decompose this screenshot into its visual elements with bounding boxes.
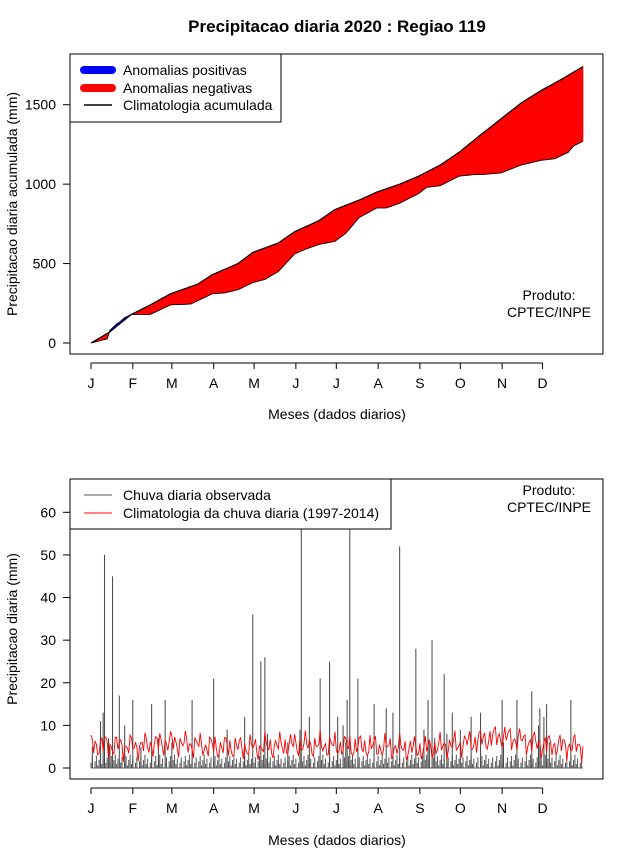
y-tick-label: 1500 — [25, 97, 56, 113]
x-tick-label: M — [166, 800, 178, 816]
x-tick-label: M — [166, 375, 178, 391]
x-tick-label: A — [373, 375, 383, 391]
observed-rain-lines — [90, 495, 583, 769]
bottom-panel: 0 10 20 30 40 50 60 J F M A M J J A S O N D Precipitacao … — [4, 478, 604, 848]
climatology-line — [90, 66, 584, 344]
y-tick-label: 0 — [48, 760, 56, 776]
y-axis: 0 500 1000 1500 — [25, 97, 70, 351]
x-tick-label: A — [373, 800, 383, 816]
y-tick-label: 20 — [40, 675, 56, 691]
y-tick-label: 60 — [40, 504, 56, 520]
x-tick-label: F — [129, 375, 138, 391]
plot-frame — [69, 53, 604, 355]
x-axis-label: Meses (dados diarios) — [268, 406, 406, 422]
x-tick-label: M — [248, 800, 260, 816]
chart-title: Precipitacao diaria 2020 : Regiao 119 — [188, 17, 486, 36]
x-tick-label: J — [88, 375, 95, 391]
legend-label-climatology: Climatologia acumulada — [123, 97, 273, 113]
y-tick-label: 40 — [40, 590, 56, 606]
x-tick-label: D — [537, 800, 547, 816]
legend-label-climatology: Climatologia da chuva diaria (1997-2014) — [123, 505, 379, 521]
negative-anomaly-band — [581, 66, 584, 143]
product-source: CPTEC/INPE — [507, 304, 591, 320]
x-tick-label: N — [497, 375, 507, 391]
legend-label-observed: Chuva diaria observada — [123, 487, 271, 503]
legend: Chuva diaria observada Climatologia da c… — [69, 478, 392, 530]
y-axis: 0 10 20 30 40 50 60 — [40, 504, 70, 776]
y-tick-label: 0 — [48, 335, 56, 351]
x-tick-label: J — [292, 375, 299, 391]
legend-box — [69, 478, 392, 530]
y-axis-label: Precipitacao diaria acumulada (mm) — [4, 92, 20, 316]
product-source: CPTEC/INPE — [507, 499, 591, 515]
x-tick-label: S — [415, 800, 424, 816]
y-tick-label: 10 — [40, 717, 56, 733]
x-tick-label: O — [455, 375, 466, 391]
x-tick-label: S — [415, 375, 424, 391]
legend-label-negative: Anomalias negativas — [123, 80, 252, 96]
x-tick-label: M — [248, 375, 260, 391]
observed-cumulative-line — [90, 140, 584, 344]
x-tick-label: A — [209, 375, 219, 391]
legend-label-positive: Anomalias positivas — [123, 62, 247, 78]
y-tick-label: 30 — [40, 632, 56, 648]
x-tick-label: A — [209, 800, 219, 816]
y-tick-label: 500 — [33, 256, 57, 272]
x-tick-label: O — [455, 800, 466, 816]
y-tick-label: 1000 — [25, 176, 56, 192]
x-tick-label: J — [292, 800, 299, 816]
top-panel: 0 500 1000 1500 J F M A M J J A S O N D Precipitacao d… — [4, 53, 604, 422]
x-tick-label: N — [497, 800, 507, 816]
x-tick-label: F — [129, 800, 138, 816]
x-tick-label: J — [333, 800, 340, 816]
product-label: Produto: — [523, 287, 576, 303]
product-label: Produto: — [523, 482, 576, 498]
x-tick-label: J — [333, 375, 340, 391]
anomaly-fills — [90, 66, 584, 344]
y-axis-label: Precipitacao diaria (mm) — [4, 553, 20, 705]
x-tick-label: J — [88, 800, 95, 816]
legend: Anomalias positivas Anomalias negativas … — [69, 53, 282, 123]
x-tick-label: D — [537, 375, 547, 391]
climatology-rain-line — [90, 725, 584, 763]
y-tick-label: 50 — [40, 547, 56, 563]
x-axis-label: Meses (dados diarios) — [268, 832, 406, 848]
